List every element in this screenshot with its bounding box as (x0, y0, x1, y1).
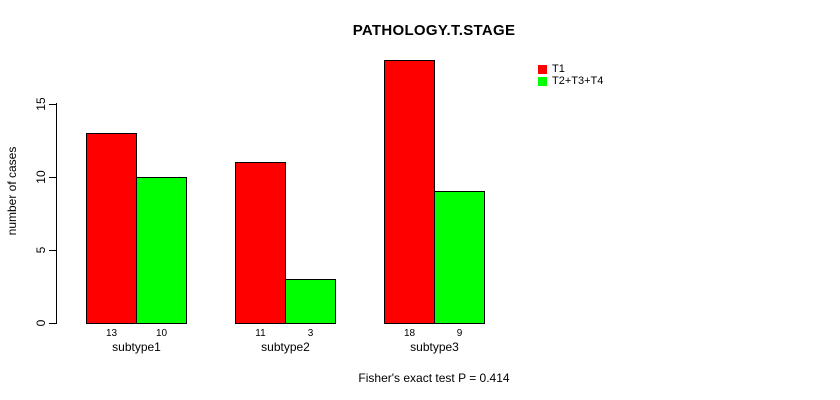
legend-swatch-t1 (538, 64, 547, 74)
legend-item-t2-t3-t4: T2+T3+T4 (538, 75, 603, 87)
stat-annotation: Fisher's exact test P = 0.414 (358, 371, 510, 385)
y-tick-label: 0 (34, 319, 48, 327)
legend: T1 T2+T3+T4 (538, 63, 603, 87)
bar-t1-subtype2 (235, 162, 286, 324)
y-tick-mark (49, 250, 57, 251)
y-tick-mark (49, 104, 57, 105)
category-label-subtype2: subtype2 (261, 340, 310, 354)
bar-value-label: 9 (456, 328, 463, 339)
bar-value-label: 13 (105, 328, 118, 339)
y-tick-label: 15 (34, 97, 48, 111)
y-tick-label: 10 (34, 170, 48, 184)
bar-t2-t3-t4-subtype2 (285, 279, 336, 324)
bar-value-label: 18 (403, 328, 416, 339)
bar-value-label: 3 (307, 328, 314, 339)
bar-t1-subtype3 (384, 60, 435, 324)
chart-title: PATHOLOGY.T.STAGE (352, 22, 516, 39)
bar-t2-t3-t4-subtype1 (136, 177, 187, 324)
legend-label-t2-t3-t4: T2+T3+T4 (552, 75, 604, 87)
bar-t2-t3-t4-subtype3 (434, 191, 485, 324)
bar-t1-subtype1 (86, 133, 137, 324)
y-axis-label: number of cases (5, 146, 19, 236)
y-tick-label: 5 (34, 246, 48, 254)
y-tick-mark (49, 323, 57, 324)
legend-label-t1: T1 (552, 63, 565, 75)
legend-swatch-t2-t3-t4 (538, 76, 547, 86)
y-axis-line (56, 103, 57, 324)
category-label-subtype1: subtype1 (112, 340, 161, 354)
bar-value-label: 10 (155, 328, 168, 339)
bar-value-label: 11 (255, 328, 266, 339)
legend-item-t1: T1 (538, 63, 603, 75)
y-tick-mark (49, 177, 57, 178)
category-label-subtype3: subtype3 (410, 340, 459, 354)
